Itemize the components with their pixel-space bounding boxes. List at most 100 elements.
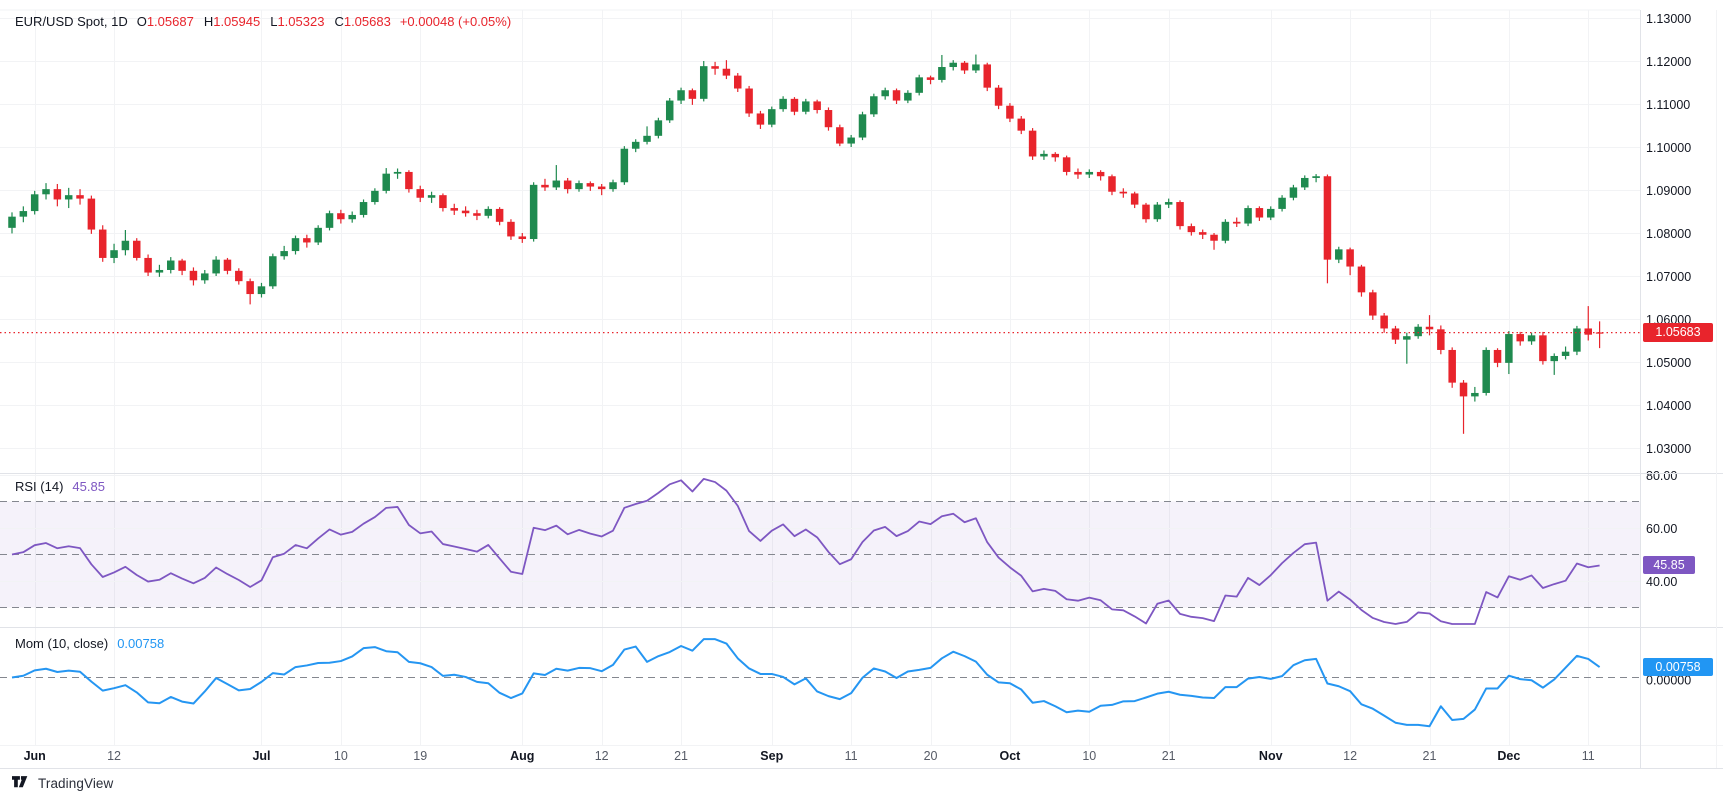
candle-body-down [1006,105,1014,119]
candle-body-down [994,87,1003,106]
candle-body-down [1119,191,1128,194]
candle-body-up [529,184,538,240]
time-tick-month-label: Aug [510,749,534,763]
candle-body-down [53,189,62,200]
time-tick-day-label: 12 [595,749,609,763]
candle-body-down [1357,266,1366,293]
candle-body-down [416,189,424,198]
time-tick-month-label: Jul [252,749,270,763]
candle-body-down [1028,130,1037,157]
candle-body-up [768,109,776,125]
price-axis-label: 1.10000 [1646,141,1691,155]
candle-body-up [1550,355,1558,362]
candle-body-down [1380,315,1388,329]
candle-body-down [1187,226,1196,233]
candle-body-up [167,260,175,270]
candle-body-up [609,182,617,190]
candle-body-down [507,221,515,237]
candle-body-up [677,90,685,101]
candle-body-up [382,173,390,191]
candle-body-up [870,96,878,115]
time-tick-day-label: 12 [1343,749,1357,763]
candle-body-up [1482,349,1490,393]
candle-body-down [450,208,459,211]
candle-body-down [235,270,243,282]
rsi-axis-label: 80.00 [1646,469,1677,483]
candle-body-up [1289,187,1298,198]
tradingview-attribution[interactable]: TradingView [12,776,113,791]
candle-body-up [291,238,300,252]
candle-body-up [858,114,867,138]
candle-body-down [892,90,901,101]
rsi-axis-label: 40.00 [1646,575,1677,589]
candle-body-down [1210,234,1218,241]
price-axis-label: 1.09000 [1646,184,1691,198]
time-tick-day-label: 21 [1162,749,1176,763]
candle-body-down [586,183,595,187]
candle-body-down [495,208,504,222]
price-axis-label: 1.03000 [1646,442,1691,456]
ohlc-field-o: O 1.05687 [136,14,194,29]
rsi-line [11,478,1600,625]
candle-body-up [654,120,663,136]
candle-body-up [665,100,674,121]
candle-body-up [201,273,209,281]
momentum-title[interactable]: Mom (10, close) [15,636,109,651]
candle-body-down [1595,332,1604,334]
ohlc-field-h: H 1.05945 [203,14,261,29]
candle-body-down [745,88,753,114]
rsi-title[interactable]: RSI (14) [15,479,64,494]
candle-body-up [1301,177,1309,188]
tradingview-brand-text: TradingView [38,776,114,791]
candle-body-up [19,211,28,217]
momentum-value: 0.00758 [117,636,165,651]
tradingview-logo-icon [12,776,28,788]
candle-body-up [393,171,402,174]
candle-body-up [1505,334,1513,363]
candle-body-down [790,98,799,112]
candle-body-down [1198,232,1207,235]
candle-body-down [1346,249,1354,267]
price-axis-label: 1.11000 [1646,98,1690,112]
candle-body-up [121,240,130,251]
symbol-title[interactable]: EUR/USD Spot, 1D [15,14,128,29]
candle-body-up [949,62,957,68]
time-tick-month-label: Nov [1259,749,1283,763]
candle-body-down [518,236,527,240]
price-axis-label: 1.13000 [1646,12,1691,26]
candle-body-up [938,67,946,80]
candle-body-up [1040,153,1048,157]
time-tick-month-label: Oct [999,749,1021,763]
candle-body-down [1255,208,1264,218]
candle-body-down [756,113,765,125]
candle-body-up [1471,392,1479,397]
candle-body-down [1232,221,1241,224]
candle-body-down [1391,328,1400,340]
candle-body-up [484,208,493,216]
candle-body-up [110,250,118,258]
candle-body-up [348,214,356,220]
candle-body-up [42,189,50,195]
candle-body-up [155,269,164,273]
candle-body-up [1266,208,1275,218]
candle-body-up [1164,202,1173,205]
candle-body-up [1085,171,1094,175]
candle-body-up [1527,335,1536,342]
candle-body-up [847,137,855,144]
candle-body-up [427,195,436,198]
candle-body-down [1516,334,1524,342]
candle-body-down [1448,349,1456,383]
candle-body-down [813,101,821,111]
momentum-value-badge: 0.00758 [1643,658,1713,676]
candle-body-down [1074,171,1082,175]
candle-body-down [461,210,470,214]
candle-body-up [631,141,640,149]
candle-body-up [280,251,288,257]
candle-body-down [836,127,844,144]
last-price-badge: 1.05683 [1643,323,1713,342]
price-axis-label: 1.12000 [1646,55,1691,69]
candle-body-down [1108,176,1116,192]
candle-body-down [473,213,481,216]
candle-body-down [223,259,232,271]
